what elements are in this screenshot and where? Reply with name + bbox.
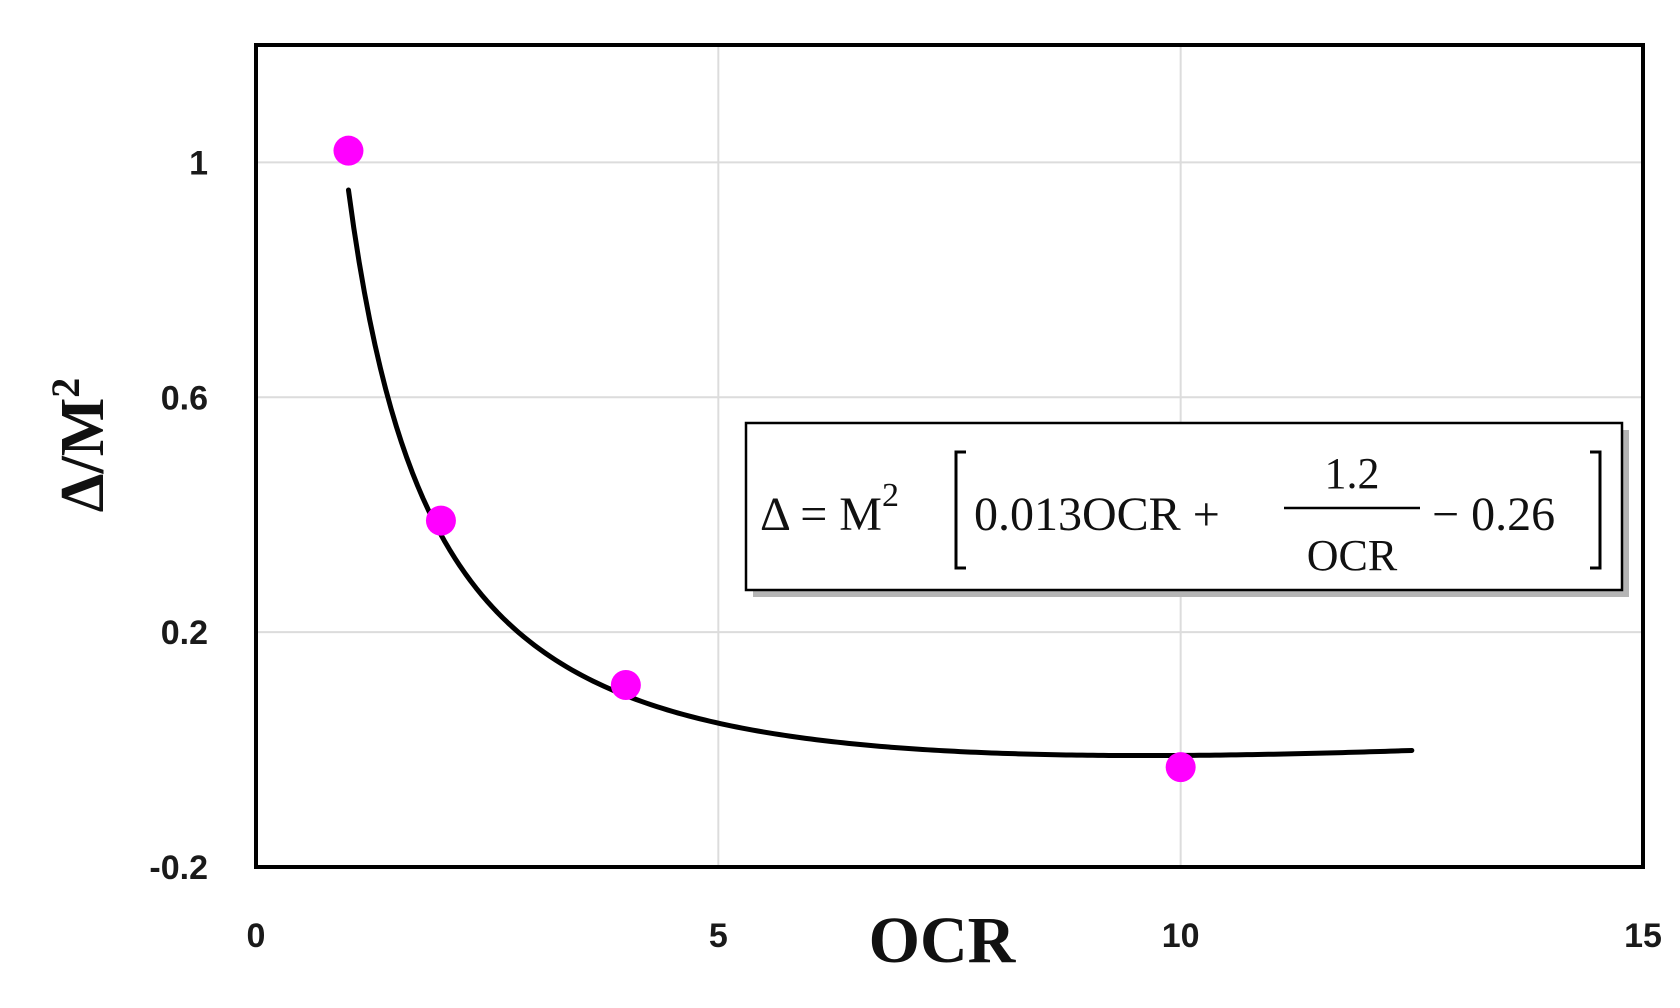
data-point [425, 505, 456, 536]
x-axis-ticks: 0 5 10 15 [247, 917, 1662, 955]
equation-lhs: Δ = M [760, 488, 882, 541]
y-axis-ticks: -0.2 0.2 0.6 1 [149, 144, 208, 887]
plot-area-border [254, 43, 1645, 869]
equation-lhs-superscript: 2 [882, 477, 899, 514]
equation-left-bracket [954, 450, 966, 570]
equation-bracket-prefix: 0.013OCR + [974, 488, 1220, 541]
svg-text:Δ/M2: Δ/M2 [43, 378, 117, 513]
y-axis-title-main: Δ/M [49, 398, 117, 513]
equation-fraction-numerator: 1.2 [1325, 449, 1380, 498]
svg-text:Δ = M2: Δ = M2 [760, 477, 899, 541]
y-tick-label: 1 [189, 144, 208, 182]
equation-bracket-suffix: − 0.26 [1432, 488, 1555, 541]
data-point [610, 669, 641, 700]
y-tick-label: 0.2 [161, 614, 208, 652]
x-tick-label: 0 [247, 917, 266, 955]
x-tick-label: 15 [1624, 917, 1662, 955]
equation-annotation: Δ = M2 0.013OCR + 1.2 OCR − 0.26 [744, 421, 1629, 597]
fit-curve [345, 187, 1415, 759]
data-point [333, 135, 364, 166]
x-tick-label: 10 [1162, 917, 1200, 955]
x-axis-title: OCR [869, 904, 1017, 977]
data-point [1165, 752, 1196, 783]
y-axis-title-superscript: 2 [43, 378, 88, 398]
equation-box [744, 421, 1624, 592]
x-tick-label: 5 [709, 917, 728, 955]
data-points [333, 135, 1196, 783]
fit-curve-layer [345, 187, 1415, 759]
equation-fraction-denominator: OCR [1307, 531, 1398, 580]
y-tick-label: 0.6 [161, 379, 208, 417]
y-tick-label: -0.2 [149, 849, 208, 887]
grid-lines [256, 45, 1643, 867]
equation-right-bracket [1590, 450, 1602, 570]
y-axis-title: Δ/M2 [43, 378, 117, 513]
